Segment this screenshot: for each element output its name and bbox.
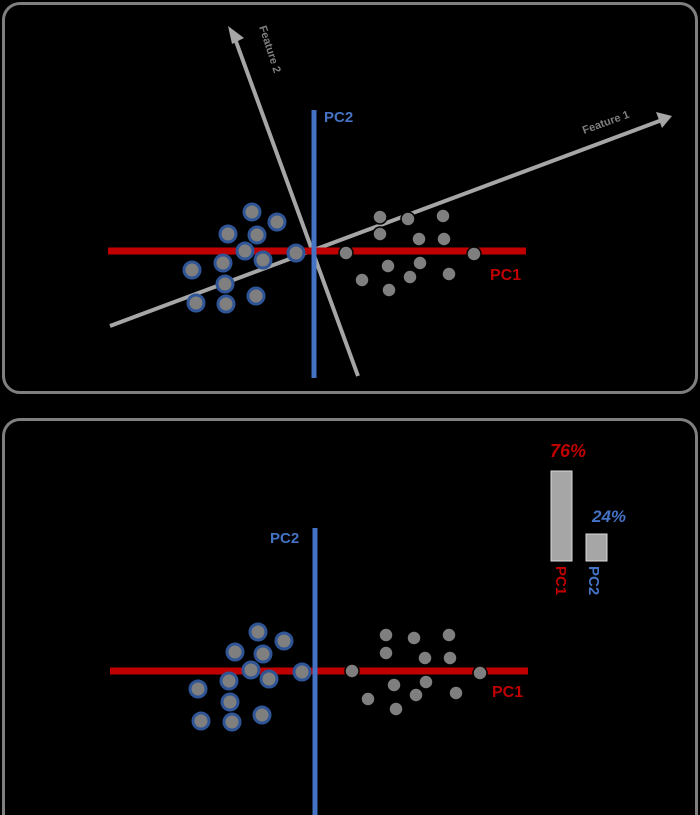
bottom-panel <box>2 418 698 815</box>
pc2-label: PC2 <box>324 109 353 126</box>
bar-pc2 <box>585 533 608 562</box>
pc2-value-label: 24% <box>591 507 626 526</box>
pc2-category-label: PC2 <box>585 566 602 595</box>
top-diagram: PC2 PC1 Feature 1 Feature 2 <box>108 24 672 378</box>
pc1-category-label: PC1 <box>552 566 569 595</box>
cluster-a <box>182 202 306 314</box>
pc1-label: PC1 <box>490 267 521 284</box>
top-panel <box>2 2 698 394</box>
pc1-value-label: 76% <box>550 441 586 461</box>
variance-chart: 76% 24% PC1 PC2 <box>550 441 626 595</box>
feature2-axis <box>228 26 360 377</box>
cluster-b <box>338 208 482 298</box>
cluster-a-bottom <box>188 622 312 732</box>
bar-pc1 <box>550 470 573 562</box>
cluster-b-bottom <box>344 627 488 717</box>
pc2-label-bottom: PC2 <box>270 530 299 547</box>
pc1-label-bottom: PC1 <box>492 684 523 701</box>
feature1-axis <box>109 112 672 328</box>
